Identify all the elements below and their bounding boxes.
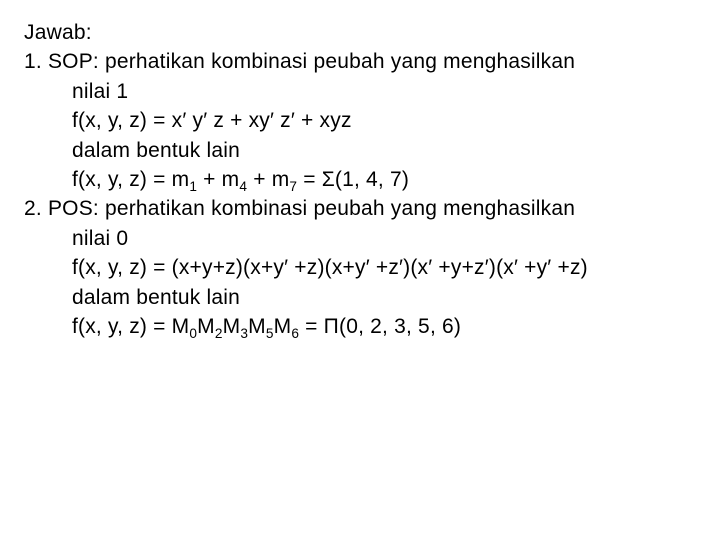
text-line: 1. SOP: perhatikan kombinasi peubah yang… xyxy=(24,47,696,76)
text-line: 2. POS: perhatikan kombinasi peubah yang… xyxy=(24,194,696,223)
formula-line: f(x, y, z) = (x+y+z)(x+y′ +z)(x+y′ +z′)(… xyxy=(24,253,696,282)
formula-line: f(x, y, z) = m1 + m4 + m7 = Σ(1, 4, 7) xyxy=(24,165,696,194)
text-line: dalam bentuk lain xyxy=(24,283,696,312)
formula-line: f(x, y, z) = M0M2M3M5M6 = Π(0, 2, 3, 5, … xyxy=(24,312,696,341)
formula-line: f(x, y, z) = x′ y′ z + xy′ z′ + xyz xyxy=(24,106,696,135)
text-line: dalam bentuk lain xyxy=(24,136,696,165)
document-page: Jawab: 1. SOP: perhatikan kombinasi peub… xyxy=(0,0,720,359)
text-line: Jawab: xyxy=(24,18,696,47)
text-line: nilai 1 xyxy=(24,77,696,106)
text-line: nilai 0 xyxy=(24,224,696,253)
